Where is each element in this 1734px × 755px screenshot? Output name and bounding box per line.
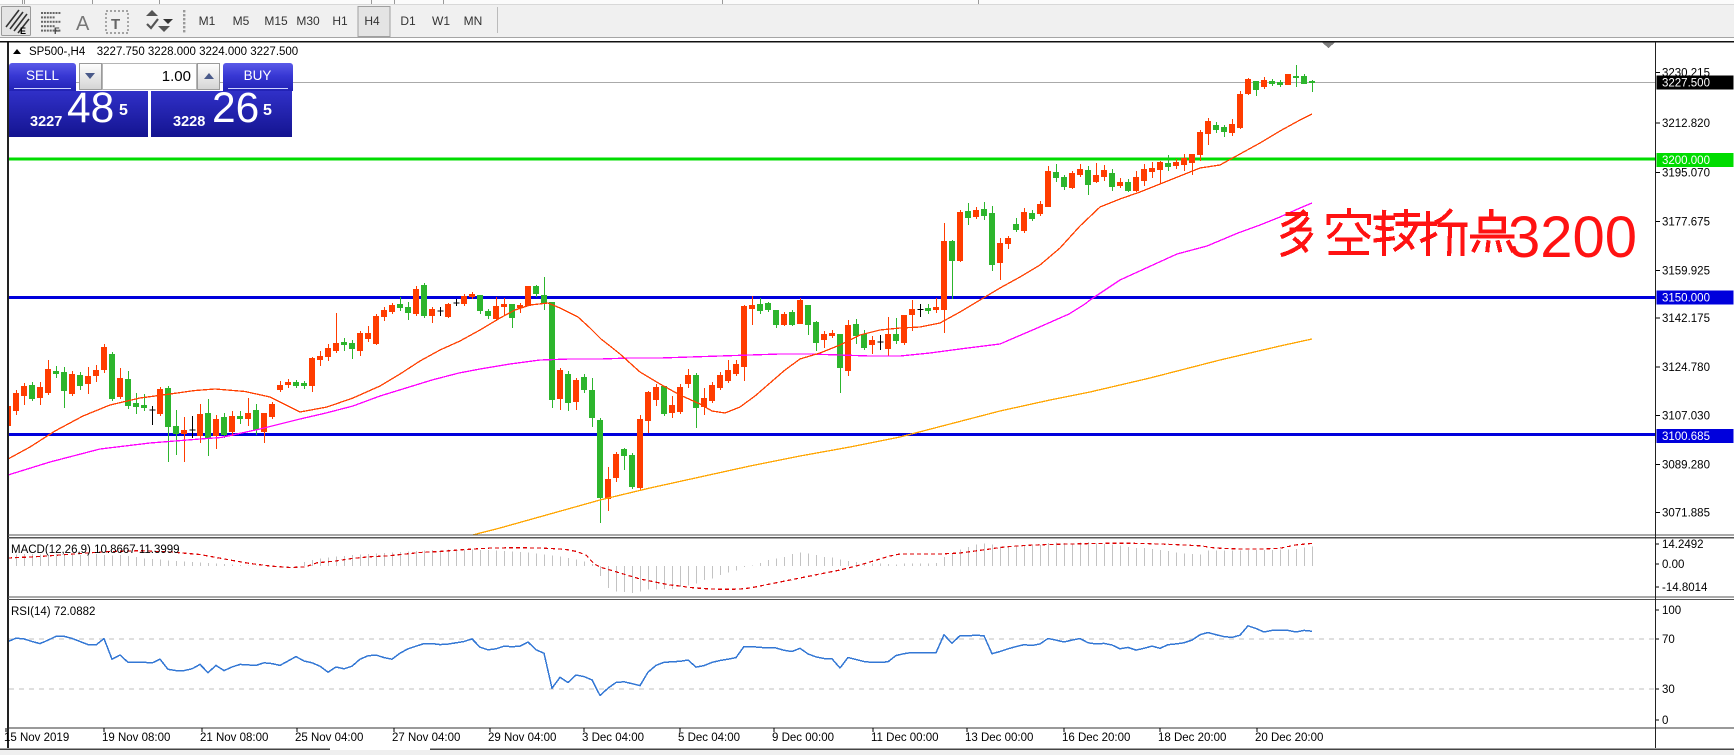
svg-text:RSI(14) 72.0882: RSI(14) 72.0882 xyxy=(11,606,95,618)
svg-text:3159.925: 3159.925 xyxy=(1662,266,1710,278)
svg-text:3124.780: 3124.780 xyxy=(1662,362,1710,374)
svg-text:0: 0 xyxy=(1662,715,1668,727)
svg-text:3 Dec 04:00: 3 Dec 04:00 xyxy=(582,732,644,744)
svg-text:25 Nov 04:00: 25 Nov 04:00 xyxy=(295,732,363,744)
svg-text:3195.070: 3195.070 xyxy=(1662,168,1710,180)
svg-text:E: E xyxy=(20,26,26,36)
svg-text:3089.280: 3089.280 xyxy=(1662,460,1710,472)
svg-text:13 Dec 00:00: 13 Dec 00:00 xyxy=(965,732,1033,744)
svg-text:29 Nov 04:00: 29 Nov 04:00 xyxy=(488,732,556,744)
svg-text:15 Nov 2019: 15 Nov 2019 xyxy=(4,732,69,744)
svg-text:0.00: 0.00 xyxy=(1662,559,1684,571)
svg-text:F: F xyxy=(54,26,60,36)
svg-text:A: A xyxy=(76,13,90,35)
svg-text:27 Nov 04:00: 27 Nov 04:00 xyxy=(392,732,460,744)
svg-text:3212.820: 3212.820 xyxy=(1662,118,1710,130)
svg-text:3142.175: 3142.175 xyxy=(1662,313,1710,325)
svg-text:3200.000: 3200.000 xyxy=(1662,155,1710,167)
svg-text:19 Nov 08:00: 19 Nov 08:00 xyxy=(102,732,170,744)
svg-text:3071.885: 3071.885 xyxy=(1662,508,1710,520)
svg-text:3100.685: 3100.685 xyxy=(1662,431,1710,443)
svg-text:30: 30 xyxy=(1662,684,1675,696)
svg-text:3200: 3200 xyxy=(1508,205,1637,270)
svg-text:16 Dec 20:00: 16 Dec 20:00 xyxy=(1062,732,1130,744)
svg-text:3107.030: 3107.030 xyxy=(1662,411,1710,423)
svg-text:3227.500: 3227.500 xyxy=(1662,78,1710,90)
svg-text:3150.000: 3150.000 xyxy=(1662,293,1710,305)
svg-text:T: T xyxy=(111,16,120,33)
svg-text:9 Dec 00:00: 9 Dec 00:00 xyxy=(772,732,834,744)
svg-text:70: 70 xyxy=(1662,634,1675,646)
svg-text:11 Dec 00:00: 11 Dec 00:00 xyxy=(871,732,939,744)
svg-text:18 Dec 20:00: 18 Dec 20:00 xyxy=(1158,732,1226,744)
svg-text:100: 100 xyxy=(1662,605,1681,617)
svg-text:5 Dec 04:00: 5 Dec 04:00 xyxy=(678,732,740,744)
svg-text:3177.675: 3177.675 xyxy=(1662,217,1710,229)
svg-text:20 Dec 20:00: 20 Dec 20:00 xyxy=(1255,732,1323,744)
svg-text:14.2492: 14.2492 xyxy=(1662,539,1704,551)
svg-text:21 Nov 08:00: 21 Nov 08:00 xyxy=(200,732,268,744)
svg-text:-14.8014: -14.8014 xyxy=(1662,582,1708,594)
svg-text:MACD(12,26,9) 10.8667 11.3999: MACD(12,26,9) 10.8667 11.3999 xyxy=(11,544,180,556)
